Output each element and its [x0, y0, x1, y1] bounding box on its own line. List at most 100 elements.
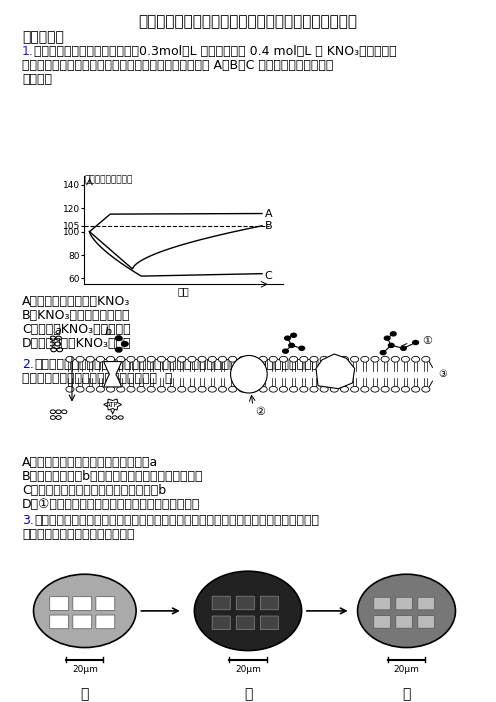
- Circle shape: [127, 386, 135, 392]
- Circle shape: [401, 357, 410, 362]
- Circle shape: [371, 357, 379, 362]
- Circle shape: [249, 386, 257, 392]
- Text: 20μm: 20μm: [235, 665, 261, 674]
- Circle shape: [269, 386, 277, 392]
- FancyBboxPatch shape: [260, 596, 278, 610]
- Circle shape: [391, 386, 399, 392]
- Circle shape: [381, 386, 389, 392]
- Circle shape: [422, 386, 430, 392]
- Circle shape: [401, 386, 410, 392]
- Circle shape: [391, 357, 399, 362]
- Text: 20μm: 20μm: [72, 665, 98, 674]
- Circle shape: [351, 386, 359, 392]
- Circle shape: [283, 349, 288, 353]
- Text: 2.: 2.: [22, 358, 34, 371]
- FancyBboxPatch shape: [236, 616, 254, 630]
- Circle shape: [279, 386, 288, 392]
- Circle shape: [279, 357, 288, 362]
- Circle shape: [361, 357, 369, 362]
- Text: A．清水、蔗糖溶液、KNO₃: A．清水、蔗糖溶液、KNO₃: [22, 295, 130, 308]
- FancyBboxPatch shape: [374, 597, 390, 610]
- Circle shape: [320, 357, 328, 362]
- FancyBboxPatch shape: [96, 597, 115, 611]
- Circle shape: [137, 386, 145, 392]
- FancyBboxPatch shape: [396, 597, 412, 610]
- Text: A: A: [264, 208, 272, 218]
- Circle shape: [116, 336, 122, 340]
- Text: D．蔗糖溶液、KNO₃、清水: D．蔗糖溶液、KNO₃、清水: [22, 337, 131, 350]
- Circle shape: [290, 357, 298, 362]
- Circle shape: [390, 332, 396, 336]
- FancyBboxPatch shape: [260, 616, 278, 630]
- Circle shape: [413, 340, 419, 345]
- Circle shape: [310, 386, 318, 392]
- Circle shape: [218, 357, 227, 362]
- Text: 界溶液是: 界溶液是: [22, 73, 52, 86]
- Text: （液泡体积）相对值: （液泡体积）相对值: [85, 176, 133, 185]
- Circle shape: [147, 357, 155, 362]
- Circle shape: [401, 346, 406, 350]
- Circle shape: [412, 357, 420, 362]
- Circle shape: [285, 336, 290, 340]
- Circle shape: [107, 357, 115, 362]
- Circle shape: [198, 357, 206, 362]
- Text: 甲: 甲: [81, 687, 89, 701]
- FancyBboxPatch shape: [418, 616, 434, 628]
- Text: 3.: 3.: [22, 514, 34, 527]
- Text: B: B: [264, 221, 272, 232]
- Polygon shape: [104, 399, 122, 410]
- Ellipse shape: [194, 571, 302, 651]
- FancyBboxPatch shape: [96, 615, 115, 629]
- Circle shape: [117, 357, 125, 362]
- Circle shape: [198, 386, 206, 392]
- Text: 1.: 1.: [22, 45, 34, 58]
- Text: ATP: ATP: [106, 402, 119, 408]
- Circle shape: [96, 357, 105, 362]
- Ellipse shape: [34, 574, 136, 647]
- Text: ②: ②: [255, 406, 265, 417]
- Circle shape: [340, 386, 349, 392]
- Circle shape: [310, 357, 318, 362]
- Text: ③: ③: [438, 369, 447, 379]
- Polygon shape: [316, 354, 355, 389]
- Circle shape: [290, 386, 298, 392]
- FancyBboxPatch shape: [73, 597, 92, 611]
- Text: 得原生质层的体积随时间的变化曲线如下图所示，则曲线 A、B、C 分别代表细胞所处的外: 得原生质层的体积随时间的变化曲线如下图所示，则曲线 A、B、C 分别代表细胞所处…: [22, 59, 333, 72]
- Text: 黑龙江省伊春市第二中学高中生物必修一测试题及答案: 黑龙江省伊春市第二中学高中生物必修一测试题及答案: [138, 14, 358, 29]
- Circle shape: [117, 386, 125, 392]
- Text: 同的物质运输方式，下列说法错误的是（  ）: 同的物质运输方式，下列说法错误的是（ ）: [22, 372, 173, 385]
- Circle shape: [330, 357, 338, 362]
- Circle shape: [361, 386, 369, 392]
- Circle shape: [188, 386, 196, 392]
- Circle shape: [168, 386, 176, 392]
- Text: 在紫色洋葱鳞片叶外表皮细胞的失水和吸水实验中，显微镜下可依次观察到甲、乙、丙: 在紫色洋葱鳞片叶外表皮细胞的失水和吸水实验中，显微镜下可依次观察到甲、乙、丙: [34, 514, 319, 527]
- Circle shape: [239, 357, 247, 362]
- Circle shape: [300, 357, 308, 362]
- Circle shape: [76, 357, 84, 362]
- Circle shape: [107, 386, 115, 392]
- Circle shape: [168, 357, 176, 362]
- FancyBboxPatch shape: [212, 616, 230, 630]
- Text: 下图是细胞膜的亚显微结构及物质运输图，数字代表膜上的有关成分，字母代表两种不: 下图是细胞膜的亚显微结构及物质运输图，数字代表膜上的有关成分，字母代表两种不: [34, 358, 319, 371]
- Text: 将同一植物细胞依次浸入清水、0.3mol／L 的蔗糖溶液和 0.4 mol／L 的 KNO₃溶液中，测: 将同一植物细胞依次浸入清水、0.3mol／L 的蔗糖溶液和 0.4 mol／L …: [34, 45, 397, 58]
- Text: C: C: [264, 270, 272, 281]
- Circle shape: [66, 357, 74, 362]
- Circle shape: [116, 347, 122, 352]
- Circle shape: [137, 357, 145, 362]
- FancyBboxPatch shape: [396, 616, 412, 628]
- Ellipse shape: [358, 574, 455, 647]
- Circle shape: [351, 357, 359, 362]
- Circle shape: [127, 357, 135, 362]
- Text: D．①具有识别、润滑、保护功能，分布在膜的外侧: D．①具有识别、润滑、保护功能，分布在膜的外侧: [22, 498, 200, 511]
- Circle shape: [147, 386, 155, 392]
- FancyBboxPatch shape: [50, 597, 68, 611]
- Circle shape: [289, 343, 295, 347]
- Circle shape: [249, 357, 257, 362]
- Circle shape: [86, 357, 94, 362]
- Circle shape: [66, 386, 74, 392]
- Circle shape: [76, 386, 84, 392]
- Circle shape: [388, 343, 394, 347]
- Circle shape: [300, 386, 308, 392]
- Circle shape: [291, 333, 297, 337]
- X-axis label: 时间: 时间: [178, 286, 189, 296]
